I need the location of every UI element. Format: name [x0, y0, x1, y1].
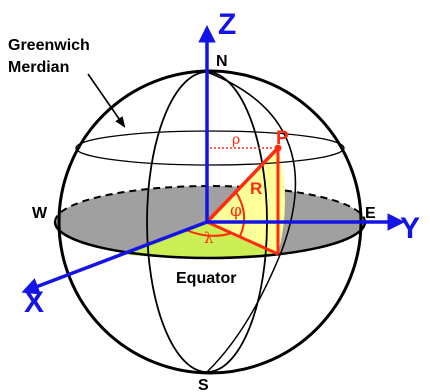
meridian-projection	[206, 220, 279, 256]
lambda-label: λ	[204, 229, 214, 247]
radius-label: R	[250, 179, 262, 198]
north-label: N	[216, 53, 228, 70]
latitude-parallel	[75, 130, 345, 166]
equator-front-edge	[53, 221, 367, 260]
longitude-sector	[118, 222, 278, 258]
radius-vector	[205, 146, 280, 224]
greenwich-label-line1: Greenwich	[8, 37, 90, 54]
greenwich-label-line2: Merdian	[8, 59, 69, 76]
x-axis-label: X	[24, 286, 44, 319]
z-axis-label: Z	[218, 8, 236, 41]
greenwich-pointer	[87, 73, 126, 128]
phi-label: φ	[230, 201, 242, 221]
east-label: E	[365, 205, 376, 222]
point-p-label: P	[276, 128, 289, 149]
rho-label: ρ	[232, 132, 240, 148]
point-p	[274, 144, 282, 152]
south-label: S	[198, 377, 209, 392]
equator-label: Equator	[176, 270, 236, 287]
west-label: W	[32, 205, 48, 222]
meridian-through-p	[206, 71, 297, 373]
phi-arc	[235, 191, 246, 237]
y-axis-label: Y	[400, 212, 420, 245]
lambda-arc	[185, 229, 233, 237]
x-axis	[21, 220, 208, 295]
equator-back-edge	[54, 185, 366, 223]
latitude-sector	[207, 148, 285, 254]
